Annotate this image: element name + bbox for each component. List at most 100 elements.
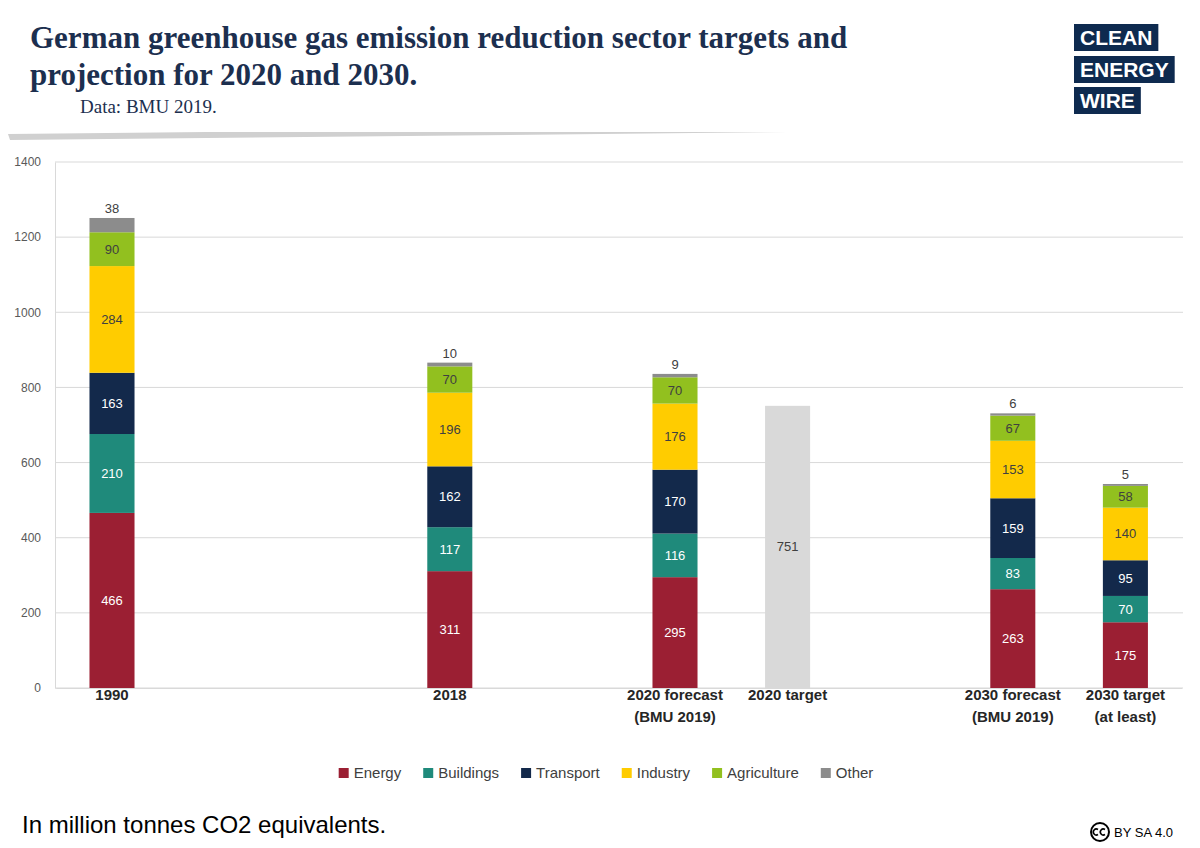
grid-line bbox=[55, 312, 1183, 313]
y-tick: 200 bbox=[21, 606, 55, 620]
x-tick-label: 2030 forecast(BMU 2019) bbox=[965, 686, 1061, 725]
data-label: 10 bbox=[443, 346, 457, 361]
bar-segment bbox=[652, 534, 697, 578]
legend-swatch bbox=[622, 768, 632, 778]
subtitle: Data: BMU 2019. bbox=[80, 96, 217, 117]
legend-swatch bbox=[423, 768, 433, 778]
y-tick-label: 1400 bbox=[14, 155, 41, 169]
data-label: 90 bbox=[105, 242, 119, 257]
data-label: 170 bbox=[664, 494, 686, 509]
note: In million tonnes CO2 equivalents. bbox=[22, 811, 386, 838]
title: German greenhouse gas emission reduction… bbox=[30, 20, 847, 92]
data-label: 176 bbox=[664, 429, 686, 444]
logo-text: CLEAN bbox=[1080, 26, 1152, 49]
x-tick-label: 2020 target bbox=[748, 686, 827, 703]
bar-segment bbox=[1103, 596, 1148, 622]
bar-segment bbox=[1103, 508, 1148, 561]
x-tick: 2030 target(at least) bbox=[1086, 686, 1165, 725]
data-label: 117 bbox=[439, 542, 460, 557]
legend-swatch bbox=[821, 768, 831, 778]
license: BY SA 4.0 bbox=[1091, 823, 1173, 841]
bar-segment bbox=[427, 366, 472, 392]
bar-segment bbox=[1103, 484, 1148, 486]
legend-item: Transport bbox=[521, 764, 600, 781]
bar-segment bbox=[990, 558, 1035, 589]
data-label: 210 bbox=[101, 466, 123, 481]
cc-icon-mark bbox=[1093, 829, 1105, 835]
data-label: 162 bbox=[439, 489, 461, 504]
data-label: 9 bbox=[671, 357, 678, 372]
data-label: 466 bbox=[101, 593, 123, 608]
x-tick: 2018 bbox=[433, 686, 466, 703]
x-tick-label: 2030 target(at least) bbox=[1086, 686, 1165, 725]
data-label: 70 bbox=[443, 372, 457, 387]
bar-segment bbox=[89, 373, 134, 434]
legend-item: Agriculture bbox=[712, 764, 799, 781]
bar-segment bbox=[652, 577, 697, 688]
data-labels: 4663112952631752101171168370163162170159… bbox=[101, 201, 1136, 663]
y-tick-label: 200 bbox=[21, 606, 41, 620]
bar-segment bbox=[652, 377, 697, 403]
x-tick: 1990 bbox=[95, 686, 128, 703]
y-tick: 1000 bbox=[14, 306, 55, 320]
y-axis-line bbox=[55, 163, 56, 689]
data-label: 311 bbox=[439, 622, 460, 637]
legend-label: Other bbox=[836, 764, 874, 781]
x-tick: 2030 forecast(BMU 2019) bbox=[965, 686, 1061, 725]
bar-segment bbox=[89, 513, 134, 688]
data-label: 284 bbox=[101, 312, 123, 327]
bar-segment bbox=[990, 416, 1035, 441]
data-label: 196 bbox=[439, 422, 461, 437]
data-label: 295 bbox=[664, 625, 686, 640]
bar-segment bbox=[765, 406, 810, 688]
bar-segment bbox=[652, 374, 697, 377]
x-tick: 2020 target bbox=[748, 686, 827, 703]
logo: CLEAN ENERGY WIRE bbox=[1074, 24, 1175, 114]
bar-segment bbox=[652, 470, 697, 534]
data-label: 70 bbox=[668, 383, 682, 398]
y-tick: 400 bbox=[21, 531, 55, 545]
y-tick-label: 1000 bbox=[14, 306, 41, 320]
x-tick-label: 1990 bbox=[95, 686, 128, 703]
bar-segment bbox=[990, 413, 1035, 415]
data-label: 5 bbox=[1122, 467, 1129, 482]
legend-label: Energy bbox=[354, 764, 402, 781]
header-panel bbox=[6, 4, 1190, 132]
legend-swatch bbox=[712, 768, 722, 778]
data-label: 95 bbox=[1118, 571, 1132, 586]
x-axis: 1990 2018 2020 forecast(BMU 2019) 2020 targ… bbox=[56, 686, 1182, 725]
y-tick: 1200 bbox=[14, 230, 55, 244]
data-label: 751 bbox=[777, 539, 799, 554]
data-label: 163 bbox=[101, 396, 123, 411]
cc-icon bbox=[1091, 823, 1109, 841]
bar-segment bbox=[652, 404, 697, 470]
data-label: 263 bbox=[1002, 631, 1024, 646]
grid bbox=[55, 162, 1183, 688]
legend: EnergyBuildingsTransportIndustryAgricult… bbox=[339, 764, 874, 781]
logo-box bbox=[1074, 24, 1158, 51]
bar-segment bbox=[990, 498, 1035, 558]
bar-segment bbox=[427, 571, 472, 688]
grid-line bbox=[55, 387, 1183, 388]
logo-word: CLEAN bbox=[1074, 24, 1158, 51]
legend-item: Other bbox=[821, 764, 874, 781]
bar-segment bbox=[1103, 486, 1148, 508]
x-tick: 2020 forecast(BMU 2019) bbox=[627, 686, 723, 725]
chart: German greenhouse gas emission reduction… bbox=[0, 0, 1200, 848]
bar-segment bbox=[990, 589, 1035, 688]
data-label: 70 bbox=[1118, 602, 1132, 617]
bar-segment bbox=[427, 393, 472, 467]
logo-text: ENERGY bbox=[1080, 58, 1169, 81]
y-tick-label: 0 bbox=[34, 681, 41, 695]
bar-segment bbox=[89, 218, 134, 232]
header: German greenhouse gas emission reduction… bbox=[6, 4, 1190, 140]
y-tick-label: 600 bbox=[21, 456, 41, 470]
data-label: 67 bbox=[1006, 421, 1020, 436]
data-label: 140 bbox=[1115, 526, 1137, 541]
legend-item: Buildings bbox=[423, 764, 499, 781]
grid-line bbox=[55, 162, 1183, 163]
logo-word: WIRE bbox=[1074, 87, 1141, 114]
x-tick-label: 2018 bbox=[433, 686, 466, 703]
license-text: BY SA 4.0 bbox=[1114, 825, 1173, 840]
data-label: 83 bbox=[1006, 566, 1020, 581]
